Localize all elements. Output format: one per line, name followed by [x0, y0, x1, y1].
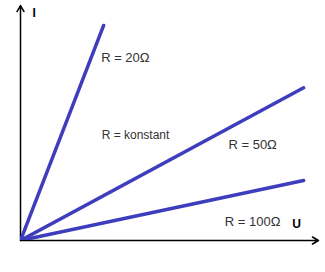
- svg-text:R = 20Ω: R = 20Ω: [101, 50, 150, 65]
- svg-text:I: I: [33, 6, 36, 20]
- svg-text:U: U: [292, 217, 301, 231]
- svg-text:R = 100Ω: R = 100Ω: [225, 214, 281, 229]
- svg-text:R = 50Ω: R = 50Ω: [228, 137, 277, 152]
- svg-text:R = konstant: R = konstant: [102, 128, 170, 142]
